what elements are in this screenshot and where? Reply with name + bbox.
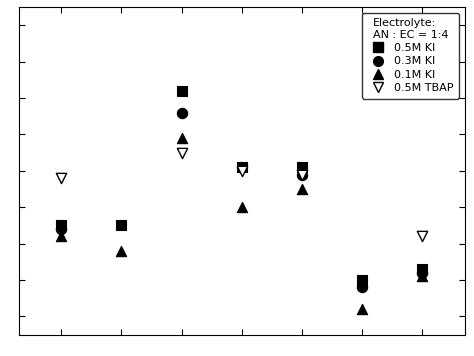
Point <box>419 234 426 239</box>
Point <box>298 172 306 177</box>
Point <box>238 168 246 174</box>
Point <box>118 248 125 254</box>
Point <box>298 164 306 170</box>
Point <box>178 88 185 94</box>
Point <box>57 222 65 228</box>
Point <box>57 175 65 181</box>
Point <box>419 273 426 279</box>
Point <box>358 277 366 283</box>
Point <box>238 164 246 170</box>
Point <box>238 204 246 210</box>
Point <box>118 222 125 228</box>
Point <box>419 266 426 272</box>
Point <box>298 186 306 192</box>
Point <box>358 306 366 312</box>
Point <box>298 172 306 177</box>
Legend: 0.5M KI, 0.3M KI, 0.1M KI, 0.5M TBAP: 0.5M KI, 0.3M KI, 0.1M KI, 0.5M TBAP <box>362 13 459 99</box>
Point <box>178 150 185 156</box>
Point <box>419 270 426 276</box>
Point <box>57 234 65 239</box>
Point <box>57 226 65 232</box>
Point <box>358 284 366 290</box>
Point <box>178 135 185 141</box>
Point <box>178 110 185 115</box>
